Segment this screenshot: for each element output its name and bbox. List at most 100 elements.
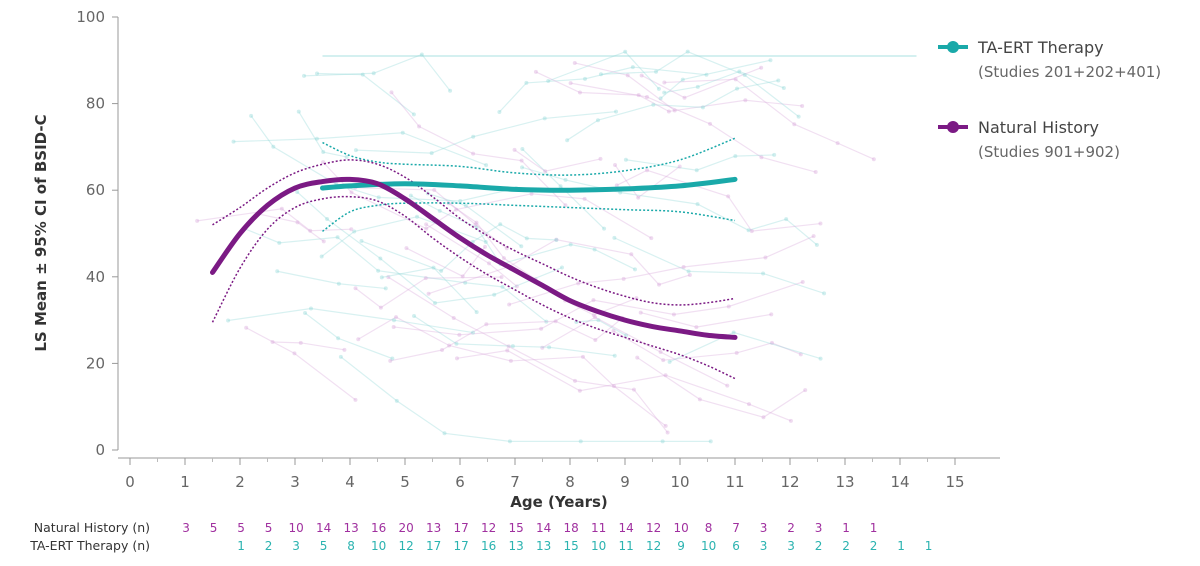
patient-trajectory (357, 316, 667, 427)
n-count-ta-ert: 10 (591, 539, 606, 553)
patient-point (336, 336, 341, 341)
patient-point (342, 347, 347, 352)
patient-point (630, 65, 635, 70)
patient-point (822, 291, 827, 296)
patient-point (473, 222, 478, 227)
patient-point (404, 246, 409, 251)
n-count-natural-history: 3 (815, 521, 823, 535)
patient-point (484, 322, 489, 327)
patient-point (554, 237, 559, 242)
patient-point (349, 227, 354, 232)
patient-point (295, 220, 300, 225)
patient-point (498, 222, 503, 227)
patient-trajectory (576, 319, 627, 336)
patient-point (514, 284, 519, 289)
patient-trajectory (361, 223, 557, 272)
patient-point (507, 439, 512, 444)
patient-point (344, 154, 349, 159)
patient-trajectory (542, 316, 728, 387)
patient-point (708, 121, 713, 126)
patient-point (662, 80, 667, 85)
patient-point (394, 398, 399, 403)
n-count-ta-ert: 16 (481, 539, 496, 553)
natural-history-mean-line (210, 176, 738, 340)
patient-point (533, 69, 538, 74)
patient-point (353, 148, 358, 153)
patient-point (726, 304, 731, 309)
patient-point (325, 216, 330, 221)
patient-point (695, 202, 700, 207)
patient-point (195, 218, 200, 223)
patient-trajectory (508, 235, 814, 306)
patient-point (442, 431, 447, 436)
n-count-ta-ert: 2 (842, 539, 850, 553)
patient-point (835, 141, 840, 146)
patient-point (592, 247, 597, 252)
x-tick-label: 13 (835, 473, 854, 491)
patient-point (432, 188, 437, 193)
x-tick-label: 7 (510, 473, 520, 491)
patient-point (487, 261, 492, 266)
patient-point (700, 105, 705, 110)
n-count-ta-ert: 3 (787, 539, 795, 553)
n-count-natural-history: 2 (787, 521, 795, 535)
patient-point (746, 228, 751, 233)
patient-point (725, 383, 730, 388)
patient-point (458, 199, 463, 204)
patient-point (681, 264, 686, 269)
patient-point (390, 356, 395, 361)
patient-point (471, 151, 476, 156)
patient-point (563, 177, 568, 182)
patient-point (573, 378, 578, 383)
patient-point (803, 388, 808, 393)
patient-point (654, 69, 659, 74)
patient-point (386, 275, 391, 280)
patient-trajectory (498, 66, 707, 113)
patient-point (303, 310, 308, 315)
n-count-ta-ert: 1 (897, 539, 905, 553)
n-count-ta-ert: 15 (563, 539, 578, 553)
patient-point (359, 239, 364, 244)
patient-point (501, 256, 506, 261)
patient-point (814, 242, 819, 247)
patient-point (749, 229, 754, 234)
n-count-ta-ert: 11 (618, 539, 633, 553)
legend-ta-ert-label: TA-ERT Therapy (977, 38, 1104, 57)
patient-point (352, 229, 357, 234)
n-count-natural-history: 3 (182, 521, 190, 535)
patient-point (792, 122, 797, 127)
patient-point (598, 72, 603, 77)
legend: TA-ERT Therapy (Studies 201+202+401) Nat… (938, 38, 1161, 161)
patient-point (602, 226, 607, 231)
patient-point (226, 318, 231, 323)
patient-point (672, 108, 677, 113)
patient-point (572, 60, 577, 65)
patient-point (448, 88, 453, 93)
patient-point (279, 206, 284, 211)
patient-point (665, 430, 670, 435)
patient-trajectory (570, 82, 816, 173)
patient-point (277, 240, 282, 245)
patient-trajectory (614, 237, 825, 294)
patient-point (360, 72, 365, 77)
patient-point (356, 337, 361, 342)
patient-point (788, 418, 793, 423)
patient-point (319, 254, 324, 259)
x-tick-label: 8 (565, 473, 575, 491)
patient-point (483, 239, 488, 244)
patient-point (577, 90, 582, 95)
patient-point (270, 340, 275, 345)
patient-point (271, 144, 276, 149)
patient-trajectory (641, 67, 762, 99)
patient-point (680, 77, 685, 82)
n-count-ta-ert: 12 (398, 539, 413, 553)
patient-trajectory (388, 276, 669, 433)
patient-point (769, 340, 774, 345)
patient-point (426, 291, 431, 296)
patient-point (394, 315, 399, 320)
patient-point (474, 225, 479, 230)
patient-trajectory (566, 79, 779, 141)
patient-point (408, 193, 413, 198)
n-count-natural-history: 1 (842, 521, 850, 535)
patient-point (558, 184, 563, 189)
